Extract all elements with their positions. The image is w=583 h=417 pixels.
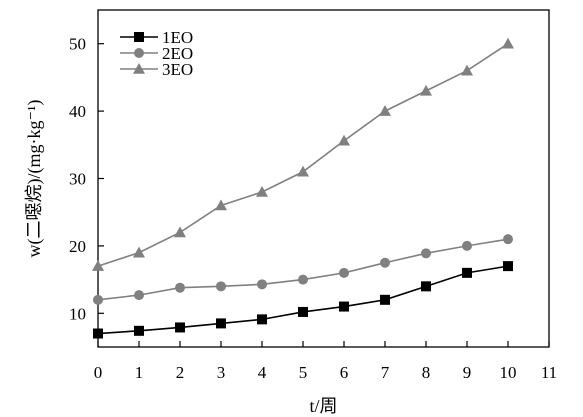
legend-item: 1EO [120, 28, 193, 47]
x-axis-title: t/周 [309, 396, 337, 416]
y-tick-label: 40 [69, 102, 86, 121]
data-point [379, 105, 391, 116]
data-point [380, 294, 390, 305]
x-tick-label: 7 [381, 363, 390, 382]
series-3eo [92, 37, 514, 271]
data-point [134, 290, 144, 301]
data-point [298, 306, 308, 317]
data-point [339, 267, 349, 278]
legend-item: 2EO [120, 44, 193, 63]
legend-label: 1EO [162, 28, 193, 47]
data-point [174, 226, 186, 238]
series-line [97, 43, 509, 267]
x-tick-label: 1 [135, 363, 144, 382]
series-1eo [93, 261, 513, 339]
data-point [92, 260, 104, 271]
legend-label: 2EO [162, 44, 193, 63]
x-tick-label: 3 [217, 363, 226, 382]
data-point [462, 240, 472, 251]
data-point [502, 37, 514, 49]
legend-label: 3EO [162, 60, 193, 79]
legend-marker [134, 48, 144, 58]
data-point [339, 301, 349, 312]
y-tick-label: 50 [69, 35, 86, 54]
x-tick-label: 2 [176, 363, 185, 382]
legend-marker [133, 63, 145, 74]
data-point [503, 234, 513, 245]
x-tick-label: 9 [463, 363, 472, 382]
data-point [216, 281, 226, 292]
x-tick-label: 5 [299, 363, 308, 382]
legend-marker [134, 32, 144, 42]
data-point [257, 314, 267, 325]
legend-item: 3EO [120, 60, 193, 79]
data-point [462, 267, 472, 278]
data-point [134, 325, 144, 336]
data-point [421, 248, 431, 259]
data-point [338, 134, 350, 146]
data-point [461, 64, 473, 76]
y-tick-label: 10 [69, 304, 86, 323]
data-point [421, 281, 431, 292]
x-tick-label: 10 [500, 363, 517, 382]
data-point [216, 318, 226, 329]
data-point [420, 84, 432, 96]
data-point [503, 261, 513, 272]
y-tick-label: 30 [69, 170, 86, 189]
y-tick-label: 20 [69, 237, 86, 256]
series-line [97, 238, 509, 301]
data-point [380, 257, 390, 268]
series-2eo [93, 234, 513, 305]
data-point [297, 165, 309, 177]
data-point [175, 322, 185, 333]
data-point [257, 279, 267, 290]
data-point [175, 282, 185, 293]
y-axis-title: w(二噁烷)/(mg·kg⁻¹) [24, 100, 45, 258]
data-point [256, 185, 268, 197]
data-point [93, 294, 103, 305]
data-point [215, 199, 227, 211]
data-point [298, 274, 308, 285]
x-tick-label: 6 [340, 363, 349, 382]
data-point [133, 246, 145, 258]
x-tick-label: 4 [258, 363, 267, 382]
x-tick-label: 11 [541, 363, 557, 382]
data-point [93, 328, 103, 339]
x-tick-label: 0 [94, 363, 103, 382]
x-tick-label: 8 [422, 363, 431, 382]
